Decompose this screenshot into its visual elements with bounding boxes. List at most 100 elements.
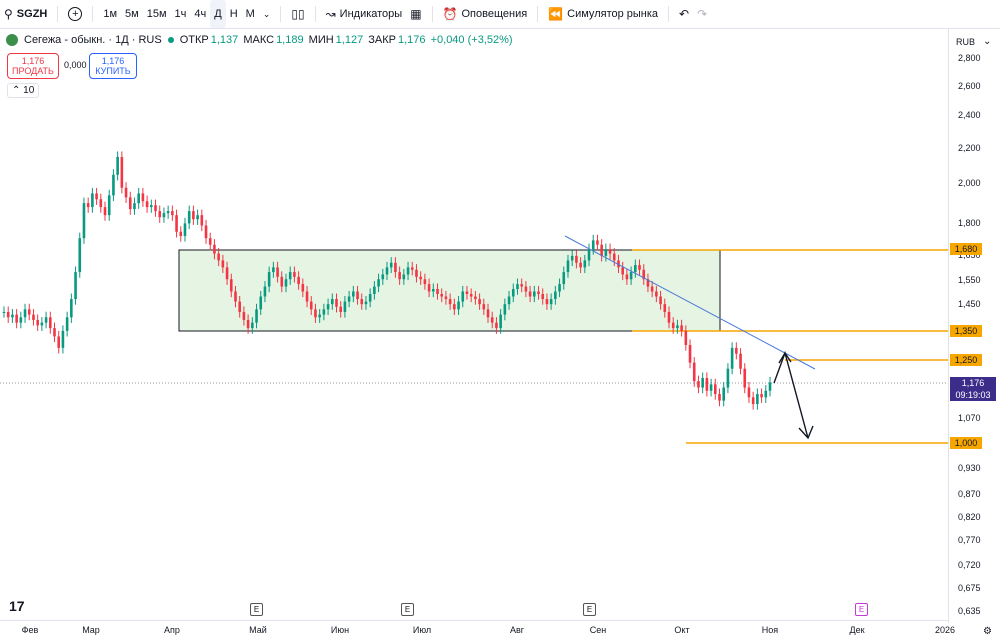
- candle-body: [103, 207, 107, 216]
- toolbar-divider: [57, 6, 59, 22]
- price-tick-label: 1,650: [958, 250, 981, 260]
- candle-body: [436, 289, 439, 294]
- candle-body: [11, 314, 14, 318]
- candle-body: [124, 187, 128, 198]
- grid-icon: ▦: [410, 7, 422, 21]
- interval-4h[interactable]: 4ч: [194, 8, 207, 20]
- candle-body: [6, 311, 10, 318]
- candle-body: [688, 344, 692, 363]
- candle-body: [171, 211, 174, 216]
- interval-1h[interactable]: 1ч: [174, 8, 187, 20]
- sell-price: 1,176: [21, 56, 45, 66]
- candle-body: [596, 240, 599, 245]
- future-event-marker[interactable]: E: [855, 603, 868, 616]
- candle-body: [469, 293, 473, 297]
- arrow-head-icon: [798, 425, 814, 440]
- templates-button[interactable]: ▦: [406, 0, 425, 28]
- candle-body: [339, 306, 343, 312]
- interval-month[interactable]: М: [245, 8, 255, 20]
- candle-body: [621, 267, 624, 275]
- interval-day[interactable]: Д: [210, 0, 226, 28]
- spread-value: 0,000: [64, 60, 87, 70]
- candle-body: [764, 390, 768, 398]
- candle-body: [739, 353, 742, 369]
- price-tick-label: 2,000: [958, 178, 981, 188]
- candle-body: [600, 244, 603, 256]
- indicators-toggle[interactable]: ⌃ 10: [7, 83, 40, 98]
- candle-body: [608, 249, 612, 254]
- scale-menu[interactable]: ⌄: [983, 36, 991, 47]
- symbol-title[interactable]: Сегежа - обыкн. · 1Д · RUS: [24, 34, 162, 46]
- settings-gear-icon[interactable]: ⚙: [983, 626, 992, 637]
- candle-body: [352, 291, 355, 297]
- candle-body: [490, 317, 494, 323]
- undo-button[interactable]: ↶: [675, 0, 693, 28]
- candle-body: [406, 267, 410, 275]
- candle-body: [427, 284, 431, 292]
- candle-body: [465, 291, 469, 294]
- candle-body: [642, 269, 646, 280]
- trend-line: [564, 235, 816, 370]
- candle-body: [272, 267, 275, 273]
- tradingview-logo[interactable]: 17: [9, 598, 25, 614]
- redo-button[interactable]: ↷: [693, 0, 711, 28]
- sell-button[interactable]: 1,176 ПРОДАТЬ: [7, 53, 59, 79]
- toolbar-divider: [537, 6, 539, 22]
- earnings-event-marker[interactable]: E: [401, 603, 414, 616]
- price-chart[interactable]: [0, 28, 948, 623]
- candle-body: [297, 276, 300, 285]
- change-value: +0,040 (+3,52%): [430, 34, 513, 46]
- currency-label[interactable]: RUB: [956, 37, 976, 47]
- candle-body: [634, 265, 637, 273]
- chart-type-button[interactable]: ▯▯: [287, 0, 308, 28]
- projection-path: [773, 350, 809, 439]
- candle-body: [246, 319, 250, 329]
- time-tick-label: 2026: [934, 625, 956, 635]
- candle-body: [234, 291, 237, 302]
- earnings-event-marker[interactable]: E: [250, 603, 263, 616]
- candle-body: [301, 284, 305, 292]
- earnings-event-marker[interactable]: E: [583, 603, 596, 616]
- candle-body: [495, 322, 498, 329]
- interval-5m[interactable]: 5м: [125, 8, 139, 20]
- chevron-down-icon: ⌄: [262, 9, 271, 19]
- candle-body: [768, 382, 772, 391]
- price-tick-label: 2,200: [958, 143, 981, 153]
- candle-body: [663, 304, 667, 312]
- price-tick-label: 0,870: [958, 489, 981, 499]
- compare-symbol-button[interactable]: +: [64, 0, 86, 28]
- price-tick-label: 2,800: [958, 53, 981, 63]
- candle-body: [150, 205, 153, 208]
- interval-week[interactable]: Н: [229, 8, 238, 20]
- countdown-timer: 09:19:03: [955, 390, 991, 400]
- candle-body: [402, 274, 406, 280]
- time-tick-label: Авг: [509, 625, 525, 635]
- interval-15m[interactable]: 15м: [146, 8, 167, 20]
- alerts-button[interactable]: ⏰ Оповещения: [439, 0, 532, 28]
- buy-button[interactable]: 1,176 КУПИТЬ: [89, 53, 137, 79]
- candle-body: [646, 279, 650, 287]
- candle-body: [284, 279, 288, 287]
- price-tick-label: 0,770: [958, 535, 981, 545]
- price-tick-label: 2,600: [958, 81, 981, 91]
- candle-body: [398, 272, 401, 280]
- candle-body: [32, 314, 35, 320]
- candle-body: [629, 272, 633, 280]
- interval-dropdown[interactable]: ⌄: [259, 0, 275, 28]
- price-tick-label: 0,635: [958, 606, 981, 616]
- candle-body: [70, 299, 73, 318]
- symbol-search[interactable]: ⚲ SGZH: [0, 0, 51, 28]
- replay-button[interactable]: ⏪ Симулятор рынка: [544, 0, 662, 28]
- candle-body: [419, 276, 422, 280]
- candles-icon: ▯▯: [291, 7, 305, 21]
- toolbar-divider: [92, 6, 94, 22]
- time-tick-label: Фев: [21, 625, 39, 635]
- candle-body: [288, 272, 292, 280]
- price-tick-label: 0,720: [958, 560, 981, 570]
- indicators-button[interactable]: ↝ Индикаторы: [322, 0, 407, 28]
- toolbar-divider: [314, 6, 316, 22]
- candle-body: [53, 328, 56, 337]
- interval-1m[interactable]: 1м: [103, 8, 118, 20]
- candle-body: [478, 299, 481, 305]
- candle-body: [23, 309, 27, 318]
